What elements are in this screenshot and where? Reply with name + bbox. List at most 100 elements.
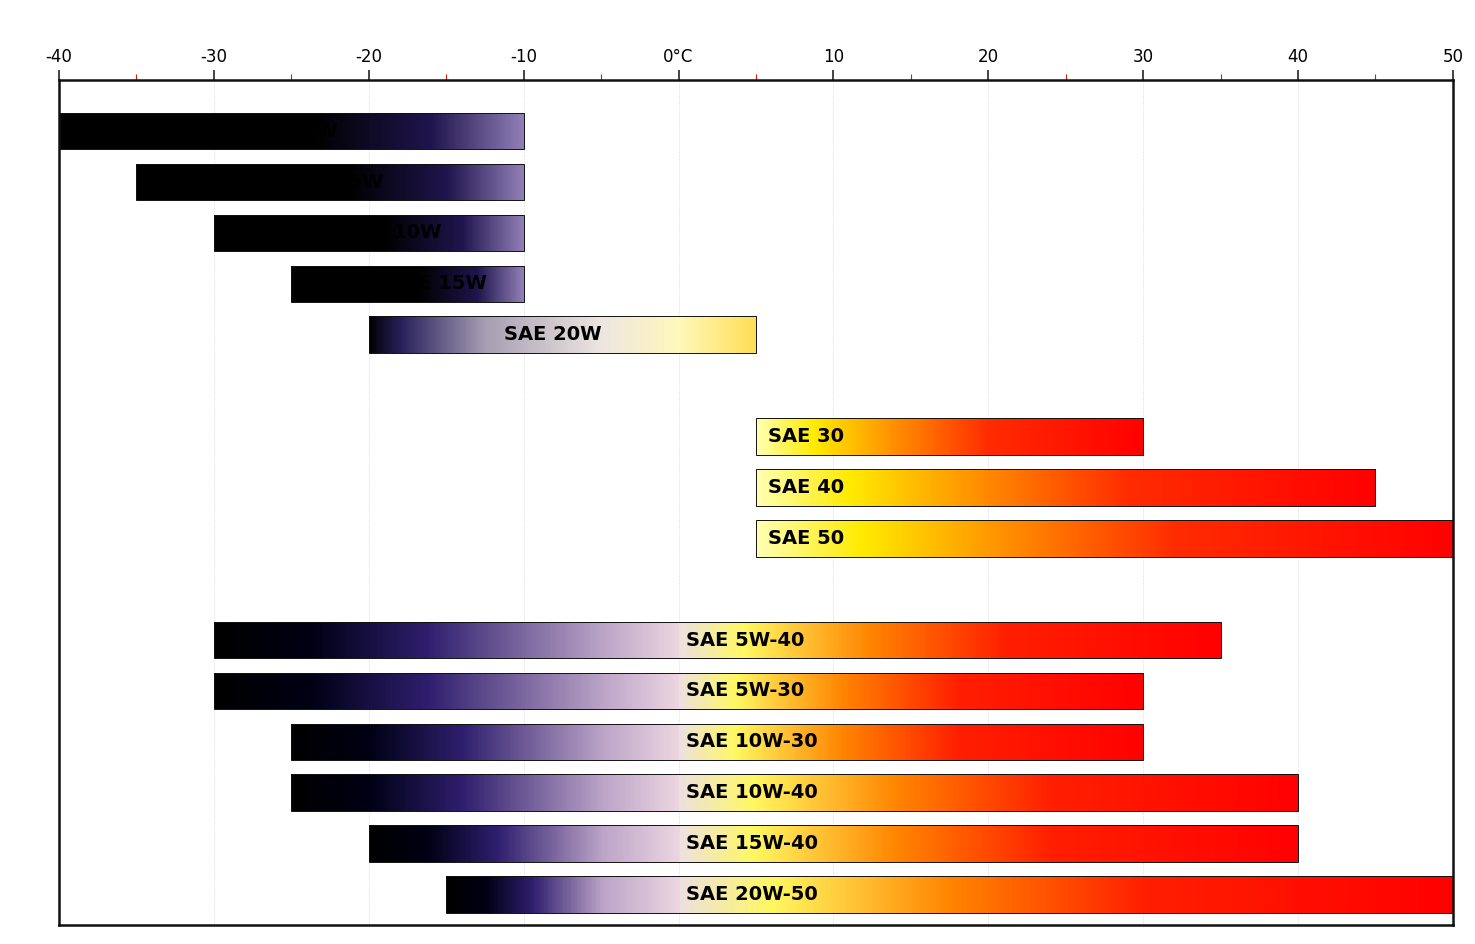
Bar [621,774,624,811]
Bar [367,622,370,658]
Bar [490,774,493,811]
Bar [1121,825,1124,862]
Bar [308,774,311,811]
Bar [560,774,563,811]
Bar [1173,520,1174,557]
Bar [1053,520,1056,557]
Bar [693,876,696,913]
Bar [370,723,373,760]
Bar [1063,825,1066,862]
Bar [364,774,367,811]
Bar [934,520,935,557]
Bar [1100,876,1103,913]
Bar [509,622,512,658]
Bar [811,876,814,913]
Bar [984,825,987,862]
Bar [500,723,503,760]
Bar [963,825,966,862]
Bar [842,469,845,506]
Bar [950,520,951,557]
Bar [581,723,584,760]
Bar [457,723,460,760]
Bar [1124,469,1127,506]
Bar [1251,774,1252,811]
Bar [1149,825,1152,862]
Bar [941,673,944,709]
Bar [384,673,386,709]
Bar [982,469,984,506]
Bar [1087,520,1089,557]
Bar [791,673,792,709]
Bar [1392,876,1395,913]
Bar [758,673,760,709]
Bar [317,774,319,811]
Bar [1360,469,1361,506]
Bar [254,622,257,658]
Bar [1032,876,1035,913]
Bar [802,723,805,760]
Bar [779,876,782,913]
Bar [1413,876,1416,913]
Bar [388,825,389,862]
Bar [875,469,878,506]
Bar [630,876,633,913]
Bar [1361,469,1363,506]
Bar [1007,723,1009,760]
Bar [1087,673,1090,709]
Bar [736,876,739,913]
Bar [1109,723,1112,760]
Bar [1050,876,1053,913]
Bar [820,723,822,760]
Bar [1150,622,1153,658]
Bar [863,825,866,862]
Bar [410,723,413,760]
Bar [502,673,504,709]
Bar [1167,520,1170,557]
Bar [1351,469,1353,506]
Bar [627,825,630,862]
Bar [612,825,615,862]
Bar [310,673,311,709]
Bar [683,876,686,913]
Bar [766,469,767,506]
Bar [760,825,761,862]
Bar [1105,723,1108,760]
Bar [965,723,966,760]
Bar [1279,469,1282,506]
Bar [891,622,894,658]
Bar [1134,774,1137,811]
Bar [282,673,283,709]
Bar [1177,469,1179,506]
Bar [926,520,929,557]
Bar [1176,622,1179,658]
Bar [367,673,370,709]
Bar [1046,520,1047,557]
Bar [1325,876,1328,913]
Bar [745,825,748,862]
Bar [978,469,979,506]
Bar [534,723,537,760]
Bar [1301,520,1304,557]
Bar [1193,520,1195,557]
Bar [591,723,594,760]
Bar [1022,825,1024,862]
Bar [858,876,861,913]
Bar [1056,825,1059,862]
Bar [860,469,861,506]
Bar [1131,774,1134,811]
Bar [900,469,901,506]
Bar [845,520,847,557]
Bar [633,673,634,709]
Bar [677,774,678,811]
Bar [643,876,646,913]
Bar [546,622,549,658]
Bar [360,673,363,709]
Bar [1117,774,1120,811]
Bar [1066,723,1069,760]
Bar [1074,469,1075,506]
Bar [643,673,646,709]
Bar [1226,774,1227,811]
Bar [796,876,799,913]
Bar [463,774,465,811]
Bar [466,825,469,862]
